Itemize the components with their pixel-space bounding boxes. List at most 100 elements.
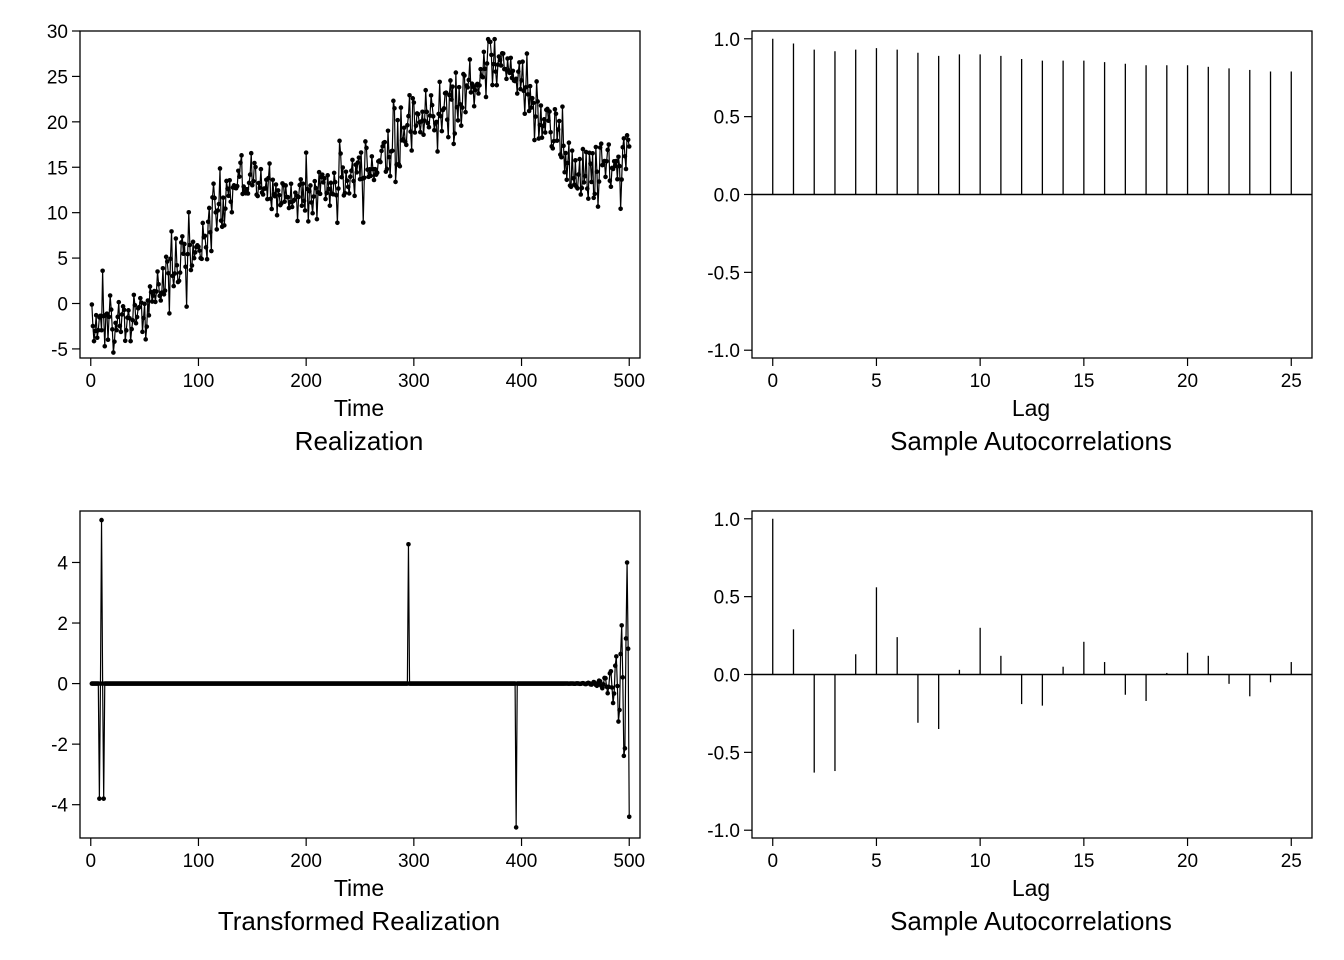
- series-point: [266, 175, 271, 181]
- series-point: [164, 259, 170, 264]
- series-point: [523, 84, 529, 90]
- series-point: [611, 691, 617, 696]
- 2-xtick-label: 300: [398, 851, 430, 872]
- series-point: [262, 186, 268, 191]
- series-point: [397, 163, 403, 169]
- 1-xtick-label: 10: [970, 371, 991, 392]
- series-point: [439, 128, 445, 134]
- series-point: [395, 117, 400, 123]
- series-point: [576, 172, 581, 177]
- series-point: [378, 159, 383, 165]
- series-point: [134, 314, 140, 320]
- transformed-xlabel: Time: [334, 875, 384, 901]
- series-point: [206, 205, 212, 211]
- series-point: [285, 194, 291, 200]
- series-point: [590, 150, 595, 156]
- series-point: [355, 160, 361, 165]
- series-point: [369, 154, 375, 159]
- series-point: [441, 106, 447, 111]
- 0-xtick-label: 0: [85, 371, 96, 392]
- series-point: [407, 92, 412, 98]
- series-point: [138, 295, 143, 301]
- series-point: [521, 88, 526, 94]
- series-point: [460, 105, 465, 110]
- series-point: [176, 278, 182, 284]
- 1-xtick-label: 5: [871, 371, 882, 392]
- 1-xtick-label: 0: [767, 371, 778, 392]
- series-point: [314, 216, 320, 222]
- 0-ytick-label: 25: [47, 67, 68, 88]
- series-point: [546, 118, 551, 124]
- series-point: [113, 320, 118, 326]
- series-point: [335, 220, 340, 226]
- series-point: [300, 181, 306, 186]
- series-point: [468, 90, 474, 95]
- series-point: [118, 329, 124, 335]
- series-point: [410, 96, 416, 101]
- series-point: [299, 203, 305, 209]
- series-point: [592, 191, 598, 197]
- series-point: [241, 184, 246, 189]
- series-point: [504, 76, 509, 82]
- series-point: [200, 220, 206, 226]
- realization-title: Realization: [295, 426, 424, 456]
- series-point: [392, 105, 397, 111]
- series-point: [510, 68, 516, 74]
- series-point: [295, 218, 300, 224]
- series-point: [325, 173, 330, 178]
- series-point: [140, 329, 145, 335]
- series-point: [516, 69, 521, 74]
- series-point: [555, 127, 561, 132]
- series-point: [616, 154, 621, 160]
- series-point: [199, 256, 204, 262]
- series-point: [177, 270, 183, 275]
- series-point: [621, 136, 627, 141]
- series-point: [594, 169, 600, 175]
- series-point: [422, 118, 427, 123]
- series-point: [129, 326, 134, 332]
- 0-xtick-label: 100: [183, 371, 215, 392]
- series-line: [91, 38, 630, 354]
- series-point: [405, 122, 410, 128]
- series-point: [267, 161, 272, 166]
- series-point: [476, 91, 481, 96]
- series-point: [606, 142, 612, 147]
- series-point: [528, 105, 534, 110]
- series-point: [380, 144, 385, 149]
- series-point: [239, 153, 244, 158]
- series-point: [513, 76, 519, 82]
- 1-ytick-label: -0.5: [707, 263, 740, 284]
- series-point: [617, 707, 622, 713]
- series-point: [158, 298, 164, 303]
- series-point: [424, 109, 430, 115]
- series-point: [570, 175, 576, 181]
- 3-xtick-label: 25: [1281, 851, 1302, 872]
- 2-xtick-label: 200: [290, 851, 322, 872]
- series-point: [384, 166, 390, 172]
- series-point: [620, 675, 626, 680]
- series-point: [272, 193, 278, 199]
- series-point: [530, 95, 535, 101]
- realization-panel: Time Realization 0 100 200 300 400 500 -5 0 5 10 1…: [47, 22, 645, 456]
- series-point: [326, 186, 332, 192]
- series-point: [270, 177, 276, 183]
- series-point: [622, 746, 628, 751]
- series-point: [616, 719, 621, 724]
- series-point: [519, 78, 524, 83]
- series-point: [150, 293, 156, 298]
- series-point: [331, 170, 337, 176]
- series-point: [234, 183, 240, 189]
- series-point: [513, 825, 519, 830]
- 2-ytick-label: 4: [57, 553, 68, 574]
- series-point: [623, 636, 629, 641]
- series-point: [626, 814, 632, 820]
- series-point: [584, 186, 590, 191]
- series-point: [309, 200, 314, 205]
- series-point: [186, 209, 192, 215]
- series-point: [324, 190, 329, 196]
- series-point: [364, 145, 369, 151]
- series-point: [258, 166, 264, 172]
- 2-plot-frame: [79, 510, 641, 839]
- series-point: [386, 154, 392, 160]
- series-point: [273, 182, 279, 187]
